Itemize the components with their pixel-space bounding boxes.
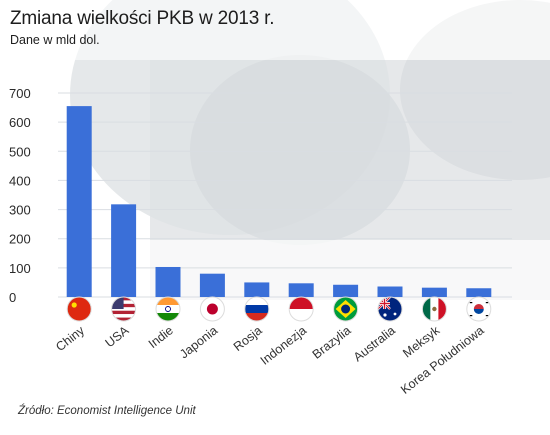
y-tick-label: 0: [9, 290, 16, 305]
bar-rosja: [244, 282, 270, 297]
chart-title: Zmiana wielkości PKB w 2013 r.: [10, 8, 275, 29]
x-category-label: Australia: [351, 323, 398, 364]
source-note: Źródło: Economist Intelligence Unit: [18, 405, 196, 417]
bar-usa: [111, 204, 137, 297]
x-category-label: Japonia: [177, 323, 220, 361]
y-tick-label: 700: [9, 86, 31, 101]
x-category-label: Chiny: [53, 323, 87, 354]
x-category-label: Indonezja: [258, 323, 309, 367]
bar-chiny: [66, 106, 92, 297]
x-category-label: Rosja: [231, 323, 265, 354]
brazil-flag-icon: [333, 296, 359, 322]
australia-flag-icon: [377, 296, 403, 322]
bar-meksyk: [421, 287, 447, 297]
mexico-flag-icon: [421, 296, 447, 322]
russia-flag-icon: [244, 296, 270, 322]
bar-japonia: [199, 273, 225, 297]
india-flag-icon: [155, 296, 181, 322]
bar-brazylia: [333, 284, 359, 297]
bar-indonezja: [288, 283, 314, 297]
y-tick-label: 200: [9, 232, 31, 247]
x-category-label: Indie: [146, 323, 176, 351]
y-tick-label: 500: [9, 144, 31, 159]
y-tick-label: 100: [9, 261, 31, 276]
usa-flag-icon: [111, 296, 137, 322]
y-tick-label: 300: [9, 203, 31, 218]
bar-indie: [155, 266, 181, 297]
china-flag-icon: [66, 296, 92, 322]
south-korea-flag-icon: [466, 296, 492, 322]
japan-flag-icon: [199, 296, 225, 322]
chart-subtitle: Dane w mld dol.: [10, 33, 100, 47]
bar-australia: [377, 286, 403, 297]
x-category-label: Brazylia: [310, 323, 354, 361]
y-tick-label: 600: [9, 115, 31, 130]
x-category-label: USA: [103, 323, 132, 350]
x-category-label: Korea Południowa: [398, 323, 487, 397]
bar-korea-południowa: [466, 288, 492, 297]
y-tick-label: 400: [9, 173, 31, 188]
indonesia-flag-icon: [288, 296, 314, 322]
